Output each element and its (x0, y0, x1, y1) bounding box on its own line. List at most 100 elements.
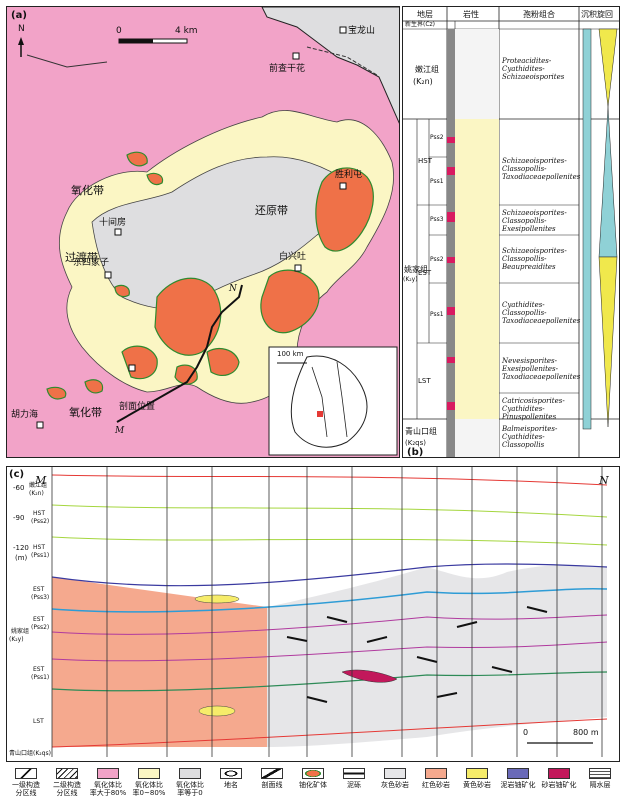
legend-item: 剖面线 (250, 768, 294, 789)
section-scale-start: 0 (523, 728, 529, 737)
section-end-n: N (599, 474, 609, 487)
legend-label: 砂岩铀矿化 (541, 781, 577, 789)
legend-swatch (466, 768, 488, 779)
boreholes (51, 467, 603, 757)
legend-swatch (425, 768, 447, 779)
pollen-assemblage: Catricosisporites- Cyathidites- Pinuspolle… (502, 397, 565, 422)
scale-start: 0 (116, 26, 122, 36)
legend-label: 隔水层 (589, 781, 611, 789)
legend-item: 黄色砂岩 (455, 768, 499, 789)
formation-nenjiang-code: (K₂n) (413, 77, 433, 86)
inset-scale-label: 100 km (277, 350, 304, 358)
sandstone-uranium-ore (341, 669, 398, 683)
legend-swatch (97, 768, 119, 779)
legend-item: 泥砾 (332, 768, 376, 789)
boundary-line (51, 474, 608, 486)
section-formation-label: 姚家组 (11, 628, 30, 635)
hst-boundary-line (51, 504, 608, 518)
tectonic-line-secondary (306, 46, 378, 76)
cycle-triangle (598, 28, 618, 108)
scale-bar-fill (119, 39, 153, 43)
legend-label: 二级构造 分区线 (53, 781, 81, 798)
section-unit-label: HST (33, 544, 45, 551)
tectonic-line (26, 54, 108, 68)
legend-swatch (138, 768, 160, 779)
legend-swatch (507, 768, 529, 779)
boundary-line (51, 641, 608, 662)
tract-hst: HST (418, 157, 432, 165)
section-formation-label: (K₂y) (9, 636, 24, 643)
section-scale-end: 800 m (573, 728, 599, 737)
legend-label: 氧化体比 率0~80% (132, 781, 166, 798)
pollen-assemblage: Schizaeoisporites- Classopollis- Exesipoll… (502, 209, 567, 234)
legend-swatch (302, 768, 324, 779)
yellow-sandstone-lens (194, 594, 240, 604)
cycle-triangle (598, 256, 618, 428)
depth-label: -90 (13, 514, 25, 522)
section-formation-label: 青山口组(K₂qs) (9, 750, 51, 757)
legend-item: 二级构造 分区线 (45, 768, 89, 797)
legend-label: 灰色砂岩 (381, 781, 409, 789)
zonation-map (18, 7, 399, 456)
place-label: 胡力海 (11, 410, 39, 420)
header-strata: 地层 (417, 10, 433, 19)
red-sandstone-body (52, 577, 267, 747)
legend-swatch (589, 768, 611, 779)
place-markers (36, 26, 347, 429)
profile-label: 剖面位置 (119, 402, 156, 412)
section-end-m: M (35, 474, 47, 487)
legend-swatch (384, 768, 406, 779)
cycle-triangle (598, 106, 618, 258)
pollen-assemblage: Proteacidites- Cyathidites- Schizaeoispori… (502, 57, 565, 82)
pollen-assemblage: Schizaeoisporites- Classopollis- Beaupreai… (502, 247, 567, 272)
legend-swatch (261, 768, 283, 779)
legend-swatch (548, 768, 570, 779)
tract-lst: LST (418, 377, 431, 385)
formation-yaojia: 姚家组 (404, 265, 428, 274)
legend-item: 红色砂岩 (414, 768, 458, 789)
base-boundary (51, 718, 608, 748)
section-unit-label: (Pss1) (31, 674, 50, 681)
legend-swatch (343, 768, 365, 779)
legend-label: 泥砾 (347, 781, 361, 789)
legend-label: 一级构造 分区线 (12, 781, 40, 798)
header-lithology: 岩性 (463, 10, 479, 19)
section-unit-label: EST (33, 666, 45, 673)
north-arrow-head (18, 37, 24, 45)
reduction-zone-label: 还原带 (255, 204, 288, 217)
oxidation-zone-label-lower: 氧化带 (69, 406, 102, 419)
section-unit-label: EST (33, 616, 45, 623)
panel-a-label: (a) (11, 10, 27, 21)
parasequence: Pss1 (430, 311, 444, 318)
legend-item: 砂岩铀矿化 (537, 768, 581, 789)
legend-item: 泥岩铀矿化 (496, 768, 540, 789)
parasequence: Pss2 (430, 256, 444, 263)
legend-item: 铀化矿体 (291, 768, 335, 789)
lithology-stack (447, 29, 499, 457)
formation-qingshankou-code: (K₂qs) (405, 439, 426, 447)
header-cycle: 沉积旋回 (581, 10, 613, 19)
inset-study-area (317, 411, 323, 417)
parasequence: Pss1 (430, 178, 444, 185)
reduction-zone-north (261, 7, 399, 124)
hst-boundary-line (51, 536, 608, 546)
place-label: 宝龙山 (348, 26, 376, 36)
red-beds (447, 137, 455, 410)
legend: 一级构造 分区线 二级构造 分区线 氧化体比 率大于80% 氧化体比 率0~80% 氧化… (4, 768, 620, 810)
legend-item: 一级构造 分区线 (4, 768, 48, 797)
cenozoic-label: 新生界(Cz) (405, 21, 436, 28)
legend-item: 灰色砂岩 (373, 768, 417, 789)
pollen-assemblage: Nevesisporites- Exesipollenites- Taxodiace… (502, 357, 581, 382)
panel-c-label: (c) (9, 469, 25, 480)
depth-label: -60 (13, 484, 25, 492)
map-panel: (a) N 0 4 km 氧化带 氧化带 过渡带 还原带 宝龙山 前查干花 胜利… (6, 6, 400, 458)
formation-yaojia-code: (K₂y) (403, 276, 418, 283)
scale-end: 4 km (175, 26, 198, 36)
mud-clasts (286, 606, 548, 703)
place-label: 十间房 (99, 218, 127, 228)
section-unit-label: (Pss2) (31, 518, 50, 525)
section-unit-label: (Pss2) (31, 624, 50, 631)
panel-b-label: (b) (407, 447, 424, 458)
inset-structure-line (336, 361, 348, 438)
legend-swatch (15, 768, 37, 779)
